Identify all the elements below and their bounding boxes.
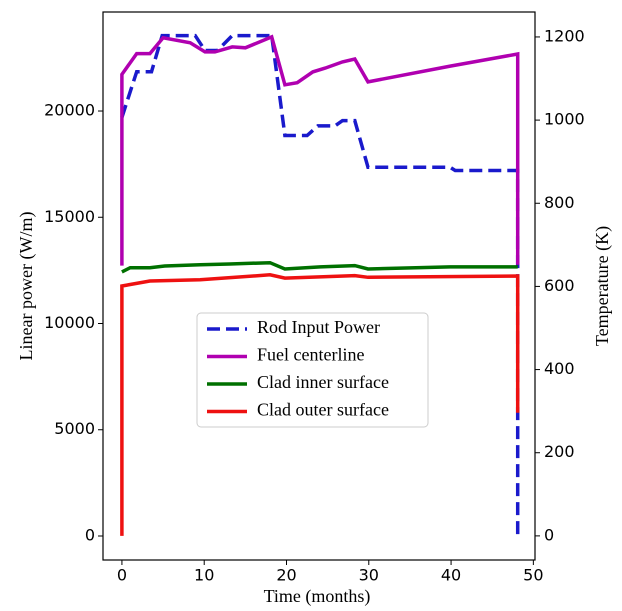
- x-tick-label: 20: [276, 566, 296, 585]
- x-tick-label: 0: [117, 566, 127, 585]
- y2-tick-label: 600: [544, 276, 575, 295]
- y-tick-label: 0: [85, 525, 95, 544]
- legend: Rod Input Power Fuel centerline Clad inner…: [196, 312, 429, 428]
- y-axis-label: Linear power (W/m): [16, 212, 37, 361]
- y2-tick-label: 800: [544, 193, 575, 212]
- y2-tick-label: 0: [544, 525, 554, 544]
- y2-tick-label: 200: [544, 442, 575, 461]
- y-tick-label: 5000: [54, 419, 95, 438]
- y-tick-label: 15000: [44, 207, 95, 226]
- legend-label: Clad inner surface: [257, 372, 389, 392]
- series-line: [120, 34, 520, 266]
- plot-frame: [102, 11, 536, 561]
- series-line: [121, 260, 518, 274]
- x-tick-label: 50: [523, 566, 543, 585]
- series-line: [120, 33, 520, 536]
- y-tick-label: 20000: [44, 101, 95, 120]
- x-tick-label: 10: [194, 566, 214, 585]
- y2-axis-label: Temperature (K): [592, 226, 613, 346]
- legend-label: Rod Input Power: [257, 317, 380, 337]
- legend-label: Clad outer surface: [257, 400, 389, 420]
- y2-tick-label: 1200: [544, 26, 585, 45]
- x-tick-label: 30: [359, 566, 379, 585]
- legend-label: Fuel centerline: [257, 345, 364, 365]
- y-tick-label: 10000: [44, 313, 95, 332]
- legend-box: [196, 312, 429, 428]
- x-tick-label: 40: [441, 566, 461, 585]
- y2-tick-label: 400: [544, 359, 575, 378]
- y2-tick-label: 1000: [544, 110, 585, 129]
- series-line: [120, 273, 520, 536]
- x-axis-label: Time (months): [264, 586, 371, 607]
